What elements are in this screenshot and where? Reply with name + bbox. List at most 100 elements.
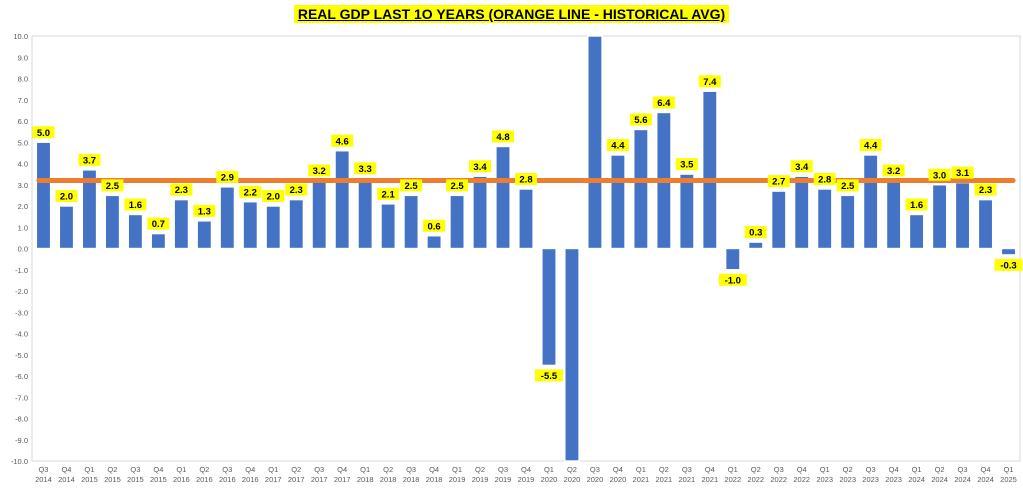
x-tick-label-year: 2016 — [242, 475, 259, 484]
bar — [908, 213, 925, 250]
x-tick-label-year: 2019 — [472, 475, 489, 484]
x-tick-label-year: 2021 — [633, 475, 650, 484]
bar — [633, 128, 649, 250]
bar — [862, 154, 879, 250]
x-tick-label-quarter: Q2 — [199, 465, 209, 474]
data-label-bg — [629, 113, 652, 126]
data-label: 2.9 — [221, 172, 234, 183]
x-tick-label-quarter: Q3 — [406, 465, 416, 474]
bar — [679, 173, 695, 250]
x-tick-label-quarter: Q1 — [268, 465, 278, 474]
data-label: 3.1 — [956, 168, 970, 179]
data-label: 0.6 — [427, 221, 440, 232]
y-tick-label: -8.0 — [15, 415, 28, 424]
x-tick-label-year: 2024 — [954, 475, 971, 484]
x-tick-label-year: 2017 — [288, 475, 305, 484]
data-label: 5.6 — [634, 115, 647, 126]
x-tick-label-quarter: Q4 — [521, 465, 531, 474]
data-label: -1.0 — [725, 275, 741, 286]
data-label: 2.8 — [818, 175, 831, 186]
data-label-bg — [216, 170, 239, 183]
bar — [242, 201, 259, 250]
data-label-bg — [239, 185, 262, 198]
data-label: 3.7 — [83, 155, 96, 166]
x-tick-label-year: 2015 — [81, 475, 98, 484]
x-tick-label-quarter: Q2 — [107, 465, 117, 474]
y-tick-label: 2.0 — [18, 202, 28, 211]
data-label-bg — [193, 204, 216, 217]
data-label-bg — [790, 160, 813, 173]
y-tick-label: 5.0 — [18, 138, 28, 147]
x-tick-label-year: 2018 — [426, 475, 443, 484]
x-tick-label-year: 2019 — [495, 475, 512, 484]
x-tick-label-year: 2021 — [678, 475, 695, 484]
x-tick-label-quarter: Q1 — [360, 465, 370, 474]
y-tick-label: -6.0 — [15, 372, 28, 381]
data-label: 3.4 — [473, 162, 487, 173]
x-tick-label-quarter: Q3 — [682, 465, 692, 474]
x-tick-label-year: 2022 — [747, 475, 764, 484]
data-label-bg — [882, 164, 905, 177]
data-label-bg — [262, 190, 285, 202]
x-tick-label-quarter: Q4 — [429, 465, 439, 474]
x-tick-label-year: 2020 — [541, 475, 558, 484]
data-label: 2.5 — [841, 181, 855, 192]
bar — [564, 247, 580, 462]
data-label: 2.3 — [979, 185, 992, 196]
x-tick-label-quarter: Q3 — [222, 465, 232, 474]
data-label: 2.0 — [60, 192, 73, 203]
data-label-bg — [446, 179, 469, 192]
x-tick-label-quarter: Q1 — [84, 465, 94, 474]
x-tick-label-quarter: Q4 — [245, 465, 255, 474]
data-label: 0.3 — [749, 228, 762, 239]
x-tick-label-year: 2015 — [127, 475, 144, 484]
x-tick-label-quarter: Q2 — [751, 465, 761, 474]
bar — [518, 188, 534, 250]
x-tick-label-quarter: Q3 — [38, 465, 48, 474]
x-tick-label-year: 2024 — [908, 475, 925, 484]
data-label-bg — [652, 96, 675, 109]
data-label: 3.3 — [359, 164, 372, 175]
x-tick-label-quarter: Q1 — [728, 465, 738, 474]
data-label-bg — [354, 162, 377, 175]
x-tick-label-quarter: Q4 — [981, 465, 991, 474]
bar — [747, 241, 764, 250]
data-label-bg — [101, 179, 124, 192]
y-tick-label: 10.0 — [13, 32, 28, 41]
x-tick-label-quarter: Q3 — [774, 465, 784, 474]
x-tick-label-year: 2017 — [265, 475, 282, 484]
x-tick-label-quarter: Q4 — [153, 465, 163, 474]
bar — [495, 145, 511, 250]
bar — [357, 177, 373, 250]
x-tick-label-quarter: Q4 — [613, 465, 623, 474]
x-tick-label-quarter: Q2 — [567, 465, 577, 474]
x-tick-label-quarter: Q2 — [935, 465, 945, 474]
plot-border — [31, 35, 1021, 462]
data-label: 2.3 — [175, 185, 188, 196]
x-tick-label-quarter: Q3 — [498, 465, 508, 474]
y-tick-label: -3.0 — [15, 308, 28, 317]
y-tick-label: 3.0 — [18, 181, 28, 190]
x-tick-label-year: 2018 — [380, 475, 397, 484]
x-tick-label-quarter: Q3 — [866, 465, 876, 474]
y-tick-label: -9.0 — [15, 436, 28, 445]
data-label: 2.5 — [405, 181, 419, 192]
x-tick-label-year: 2022 — [724, 475, 741, 484]
data-label-bg — [534, 369, 563, 382]
data-label: 3.5 — [680, 160, 694, 171]
x-tick-label-quarter: Q1 — [820, 465, 830, 474]
x-tick-label-year: 2014 — [35, 475, 52, 484]
data-label: 2.7 — [772, 177, 785, 188]
x-tick-label-year: 2016 — [196, 475, 213, 484]
bar — [173, 198, 190, 250]
data-label: 3.4 — [795, 162, 809, 173]
data-label: -5.5 — [541, 371, 558, 382]
data-label-bg — [813, 173, 836, 185]
bar — [403, 194, 419, 250]
data-label: 2.0 — [267, 192, 280, 203]
x-tick-label-quarter: Q3 — [314, 465, 324, 474]
data-label: 0.7 — [152, 219, 165, 230]
data-label-bg — [744, 226, 767, 239]
data-label-bg — [400, 179, 423, 192]
